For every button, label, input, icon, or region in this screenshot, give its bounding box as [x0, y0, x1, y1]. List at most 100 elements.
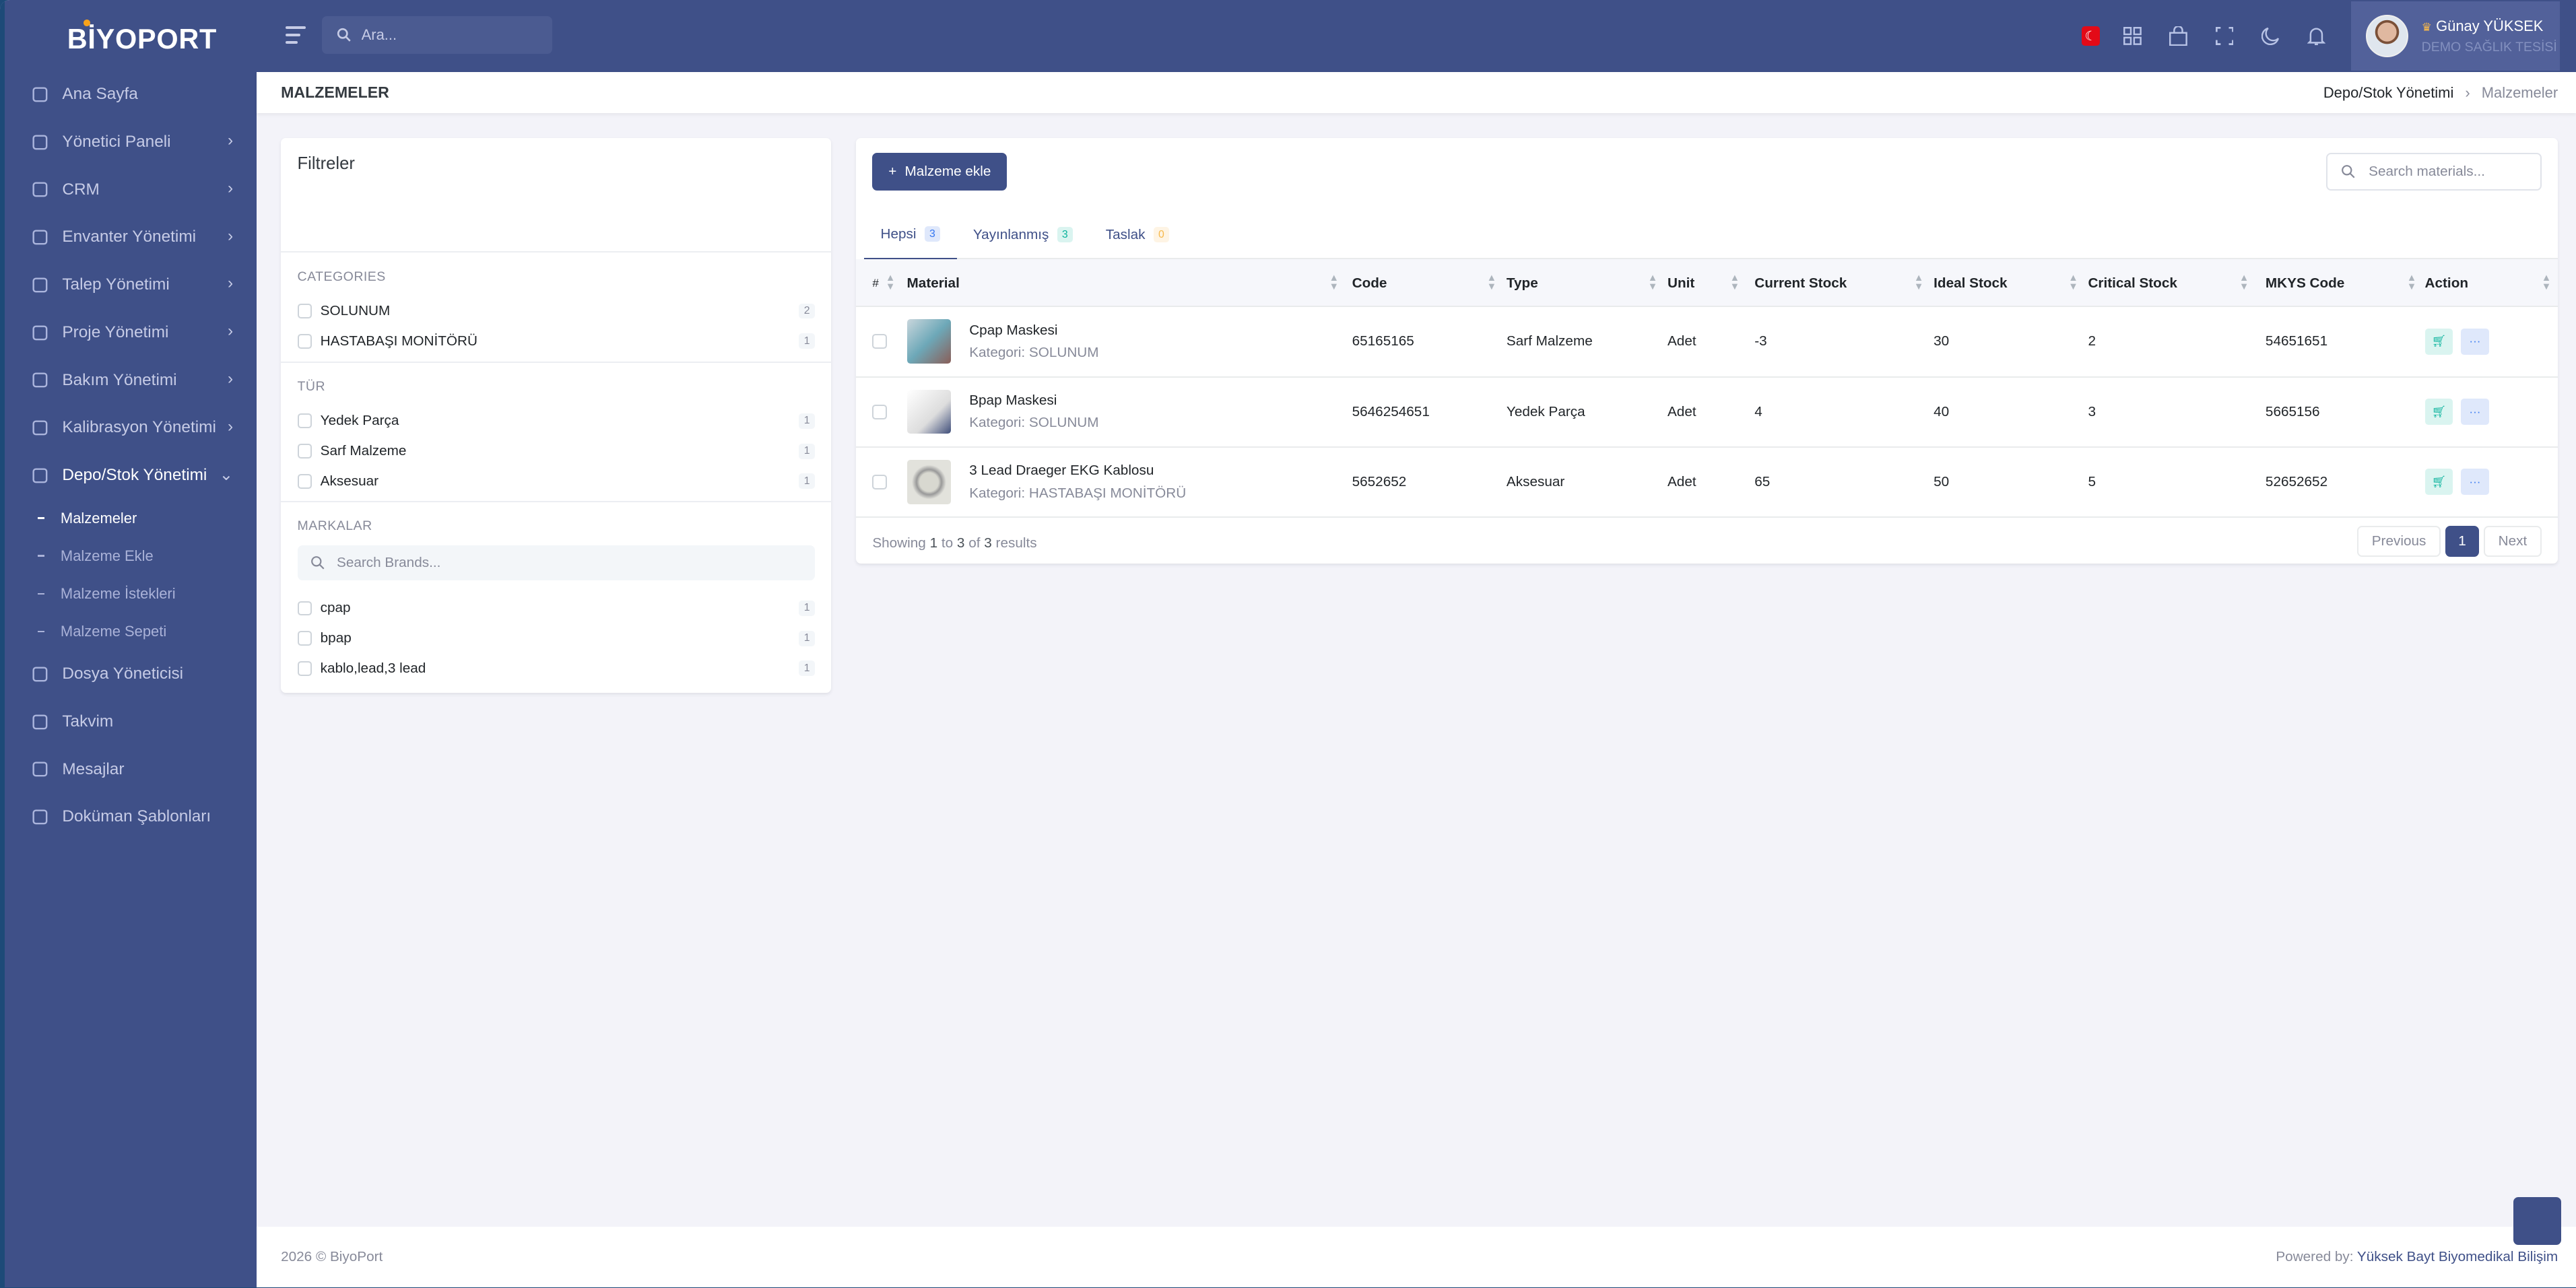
user-menu[interactable]: ♛ Günay YÜKSEK DEMO SAĞLIK TESİSİ	[2350, 1, 2560, 71]
sidebar-subitem-2[interactable]: Malzeme İstekleri	[5, 575, 256, 613]
column-header[interactable]: MKYS Code	[2266, 259, 2344, 307]
checkbox[interactable]	[297, 304, 312, 318]
more-dots-icon: ···	[2469, 405, 2481, 418]
sort-icon[interactable]: ▲ ▼	[1647, 273, 1658, 292]
sidebar-item-3[interactable]: Envanter Yönetimi ›	[5, 213, 256, 261]
more-actions-button[interactable]: ···	[2461, 328, 2489, 355]
checkbox[interactable]	[297, 473, 312, 489]
tab-2[interactable]: Taslak 0	[1089, 210, 1185, 259]
add-to-cart-button[interactable]: 🛒︎	[2424, 328, 2453, 355]
tab-0[interactable]: Hepsi 3	[864, 210, 957, 260]
shopping-bag-icon[interactable]	[2165, 23, 2191, 49]
filter-option[interactable]: kablo,lead,3 lead 1	[297, 653, 815, 683]
page-1-button[interactable]: 1	[2445, 525, 2479, 557]
logo[interactable]: BİYOPORT	[67, 20, 217, 55]
add-material-label: Malzeme ekle	[904, 163, 991, 179]
material-search-input[interactable]	[2369, 163, 2534, 180]
add-material-button[interactable]: + Malzeme ekle	[872, 152, 1008, 191]
sidebar-item-after-3[interactable]: Doküman Şablonları	[5, 793, 256, 841]
checkbox[interactable]	[297, 444, 312, 459]
sidebar-item-0[interactable]: Ana Sayfa	[5, 71, 256, 118]
global-search-input[interactable]	[361, 26, 542, 44]
sort-icon[interactable]: ▲ ▼	[1329, 273, 1339, 292]
column-header[interactable]: Material	[907, 259, 960, 307]
tab-1[interactable]: Yayınlanmış 3	[957, 210, 1090, 259]
filter-option[interactable]: Yedek Parça 1	[297, 406, 815, 436]
dark-mode-moon-icon[interactable]	[2257, 23, 2284, 49]
sort-icon[interactable]: ▲ ▼	[2068, 273, 2078, 292]
add-to-cart-button[interactable]: 🛒︎	[2424, 399, 2453, 426]
sidebar-item-after-0[interactable]: Dosya Yöneticisi	[5, 650, 256, 698]
apps-grid-icon[interactable]	[2119, 23, 2146, 49]
sidebar-item-7[interactable]: Kalibrasyon Yönetimi ›	[5, 404, 256, 452]
filter-option[interactable]: SOLUNUM 2	[297, 296, 815, 327]
add-to-cart-button[interactable]: 🛒︎	[2424, 469, 2453, 496]
column-header[interactable]: #	[872, 259, 879, 307]
sort-icon[interactable]: ▲ ▼	[1729, 273, 1740, 292]
brand-search-input[interactable]	[337, 555, 748, 572]
row-checkbox[interactable]	[872, 404, 888, 419]
previous-page-button[interactable]: Previous	[2357, 525, 2441, 557]
filter-option[interactable]: bpap 1	[297, 623, 815, 654]
row-checkbox[interactable]	[872, 474, 888, 489]
column-header[interactable]: Type	[1507, 259, 1538, 307]
column-header[interactable]: Code	[1352, 259, 1387, 307]
sidebar-item-6[interactable]: Bakım Yönetimi ›	[5, 356, 256, 404]
sidebar-subitem-0[interactable]: Malzemeler	[5, 500, 256, 537]
dash-icon	[37, 630, 44, 633]
brand-search[interactable]	[297, 545, 815, 580]
sidebar-item-2[interactable]: CRM ›	[5, 166, 256, 213]
material-name[interactable]: Bpap Maskesi	[969, 392, 1057, 408]
more-actions-button[interactable]: ···	[2461, 399, 2489, 426]
sidebar-subitem-1[interactable]: Malzeme Ekle	[5, 537, 256, 575]
checkbox[interactable]	[297, 631, 312, 646]
column-header[interactable]: Unit	[1667, 259, 1694, 307]
sidebar-item-8[interactable]: Depo/Stok Yönetimi ⌄	[5, 452, 256, 500]
sort-icon[interactable]: ▲ ▼	[885, 273, 896, 292]
sidebar-item-label: Proje Yönetimi	[62, 323, 169, 341]
cell-unit: Adet	[1667, 403, 1696, 419]
checkbox[interactable]	[297, 333, 312, 349]
cell-ideal: 30	[1934, 333, 1950, 349]
filter-option[interactable]: Aksesuar 1	[297, 466, 815, 496]
sort-icon[interactable]: ▲ ▼	[2406, 273, 2417, 292]
powered-by-link[interactable]: Yüksek Bayt Biyomedikal Bilişim	[2356, 1249, 2558, 1265]
column-header[interactable]: Current Stock	[1754, 259, 1847, 307]
sort-icon[interactable]: ▲ ▼	[1913, 273, 1924, 292]
filter-option[interactable]: Sarf Malzeme 1	[297, 436, 815, 467]
sidebar-item-4[interactable]: Talep Yönetimi ›	[5, 261, 256, 309]
material-name[interactable]: Cpap Maskesi	[969, 322, 1058, 338]
turkish-flag-icon[interactable]: ☾	[2081, 26, 2100, 46]
global-search[interactable]	[322, 16, 552, 55]
column-header[interactable]: Action	[2425, 259, 2468, 307]
filter-label: bpap	[320, 630, 352, 646]
checkbox[interactable]	[297, 413, 312, 429]
sort-icon[interactable]: ▲ ▼	[2541, 273, 2552, 292]
back-to-top-button[interactable]	[2513, 1197, 2562, 1246]
row-checkbox[interactable]	[872, 334, 888, 349]
sidebar-item-after-1[interactable]: Takvim	[5, 698, 256, 746]
checkbox[interactable]	[297, 601, 312, 616]
column-header[interactable]: Critical Stock	[2088, 259, 2177, 307]
sort-icon[interactable]: ▲ ▼	[2239, 273, 2249, 292]
copyright: 2026 © BiyoPort	[281, 1249, 383, 1265]
material-search[interactable]	[2326, 152, 2542, 191]
more-actions-button[interactable]: ···	[2461, 469, 2489, 496]
material-name[interactable]: 3 Lead Draeger EKG Kablosu	[969, 462, 1154, 478]
next-page-button[interactable]: Next	[2484, 525, 2542, 557]
fullscreen-icon[interactable]	[2211, 23, 2237, 49]
cell-critical: 2	[2088, 333, 2096, 349]
filter-option[interactable]: HASTABAŞI MONİTÖRÜ 1	[297, 326, 815, 356]
menu-toggle-icon[interactable]	[286, 26, 306, 48]
column-header[interactable]: Ideal Stock	[1934, 259, 2007, 307]
notification-bell-icon[interactable]	[2303, 23, 2330, 49]
sidebar-item-5[interactable]: Proje Yönetimi ›	[5, 309, 256, 357]
filter-option[interactable]: cpap 1	[297, 593, 815, 623]
sidebar-item-1[interactable]: Yönetici Paneli ›	[5, 118, 256, 166]
sidebar-subitem-3[interactable]: Malzeme Sepeti	[5, 613, 256, 650]
breadcrumb-link[interactable]: Depo/Stok Yönetimi	[2323, 83, 2454, 101]
sidebar-item-after-2[interactable]: Mesajlar	[5, 745, 256, 793]
sort-icon[interactable]: ▲ ▼	[1486, 273, 1497, 292]
checkbox[interactable]	[297, 660, 312, 676]
filter-count: 2	[799, 303, 815, 319]
